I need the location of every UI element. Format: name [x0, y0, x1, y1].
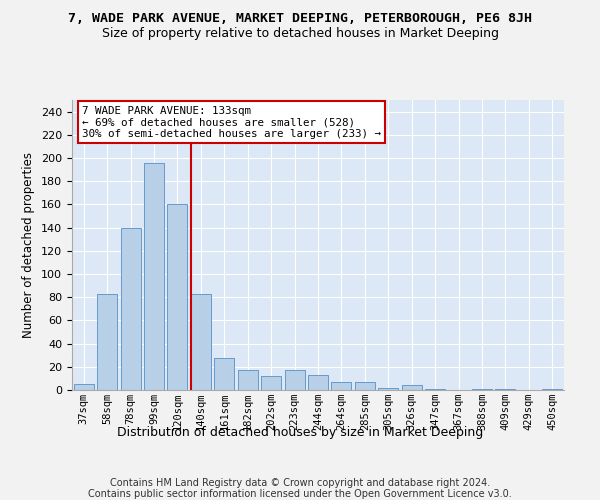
Bar	[121, 228, 140, 390]
Bar	[144, 162, 164, 390]
Bar	[214, 358, 234, 390]
Text: Contains public sector information licensed under the Open Government Licence v3: Contains public sector information licen…	[88, 489, 512, 499]
Bar	[261, 376, 281, 390]
Bar	[238, 370, 257, 390]
Text: 7, WADE PARK AVENUE, MARKET DEEPING, PETERBOROUGH, PE6 8JH: 7, WADE PARK AVENUE, MARKET DEEPING, PET…	[68, 12, 532, 26]
Text: Contains HM Land Registry data © Crown copyright and database right 2024.: Contains HM Land Registry data © Crown c…	[110, 478, 490, 488]
Bar	[496, 389, 515, 390]
Bar	[472, 389, 492, 390]
Bar	[542, 389, 562, 390]
Bar	[191, 294, 211, 390]
Bar	[331, 382, 352, 390]
Bar	[402, 386, 422, 390]
Text: Distribution of detached houses by size in Market Deeping: Distribution of detached houses by size …	[117, 426, 483, 439]
Bar	[425, 389, 445, 390]
Bar	[308, 375, 328, 390]
Text: 7 WADE PARK AVENUE: 133sqm
← 69% of detached houses are smaller (528)
30% of sem: 7 WADE PARK AVENUE: 133sqm ← 69% of deta…	[82, 106, 381, 139]
Text: Size of property relative to detached houses in Market Deeping: Size of property relative to detached ho…	[101, 28, 499, 40]
Y-axis label: Number of detached properties: Number of detached properties	[22, 152, 35, 338]
Bar	[379, 388, 398, 390]
Bar	[74, 384, 94, 390]
Bar	[284, 370, 305, 390]
Bar	[97, 294, 117, 390]
Bar	[355, 382, 375, 390]
Bar	[167, 204, 187, 390]
